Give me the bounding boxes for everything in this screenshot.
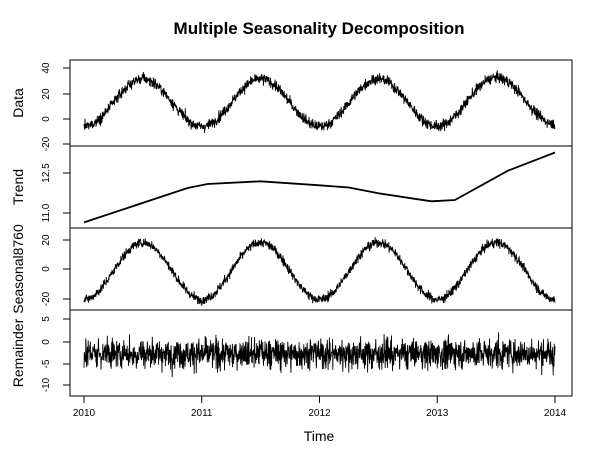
x-tick-label: 2011: [191, 408, 213, 419]
trend-series-line: [83, 151, 556, 224]
panel-trend: 11.0 12.5 Trend: [10, 145, 573, 229]
panel-remainder-label: Remainder: [10, 318, 26, 387]
y-tick-label: 20: [41, 234, 52, 246]
y-tick-label: 0: [41, 339, 52, 345]
y-tick-label: 12.5: [41, 163, 52, 183]
x-tick-label: 2010: [73, 408, 96, 419]
y-tick-label: -5: [41, 359, 52, 368]
panel-remainder-series: [83, 332, 556, 378]
panel-remainder: -10 -5 0 5 Remainder: [10, 309, 573, 397]
panel-trend-label: Trend: [10, 169, 26, 205]
panel-seasonal-y-axis: -20 0 20: [41, 234, 70, 306]
data-series-line: [83, 70, 556, 134]
remainder-series-line: [83, 332, 556, 378]
y-tick-label: 11.0: [41, 203, 52, 222]
panel-data: -20 0 20 40 Data: [10, 59, 573, 151]
y-tick-label: -20: [41, 136, 52, 151]
x-tick-label: 2014: [544, 408, 567, 419]
panel-remainder-y-axis: -10 -5 0 5: [41, 316, 70, 392]
y-tick-label: -10: [41, 377, 52, 392]
x-axis: 2010 2011 2012 2013 2014: [73, 395, 567, 419]
y-tick-label: 20: [41, 88, 52, 100]
panel-seasonal: -20 0 20 Seasonal8760: [10, 224, 573, 314]
x-tick-label: 2013: [426, 408, 449, 419]
y-tick-label: 5: [41, 316, 52, 322]
panel-data-series: [83, 70, 556, 134]
x-tick-label: 2012: [308, 408, 331, 419]
y-tick-label: 0: [41, 266, 52, 272]
seasonal-series-line: [83, 237, 556, 306]
panel-trend-frame: [69, 145, 573, 229]
chart-title: Multiple Seasonality Decomposition: [174, 19, 465, 38]
panel-seasonal-series: [83, 237, 556, 306]
x-axis-title: Time: [304, 428, 335, 444]
panel-data-y-axis: -20 0 20 40: [41, 62, 70, 151]
panel-data-label: Data: [10, 88, 26, 118]
y-tick-label: 40: [41, 62, 52, 74]
panel-trend-series: [83, 151, 556, 224]
panel-trend-y-axis: 11.0 12.5: [41, 163, 70, 222]
panel-seasonal-label: Seasonal8760: [10, 224, 26, 314]
y-tick-label: -20: [41, 291, 52, 306]
y-tick-label: 0: [41, 116, 52, 122]
